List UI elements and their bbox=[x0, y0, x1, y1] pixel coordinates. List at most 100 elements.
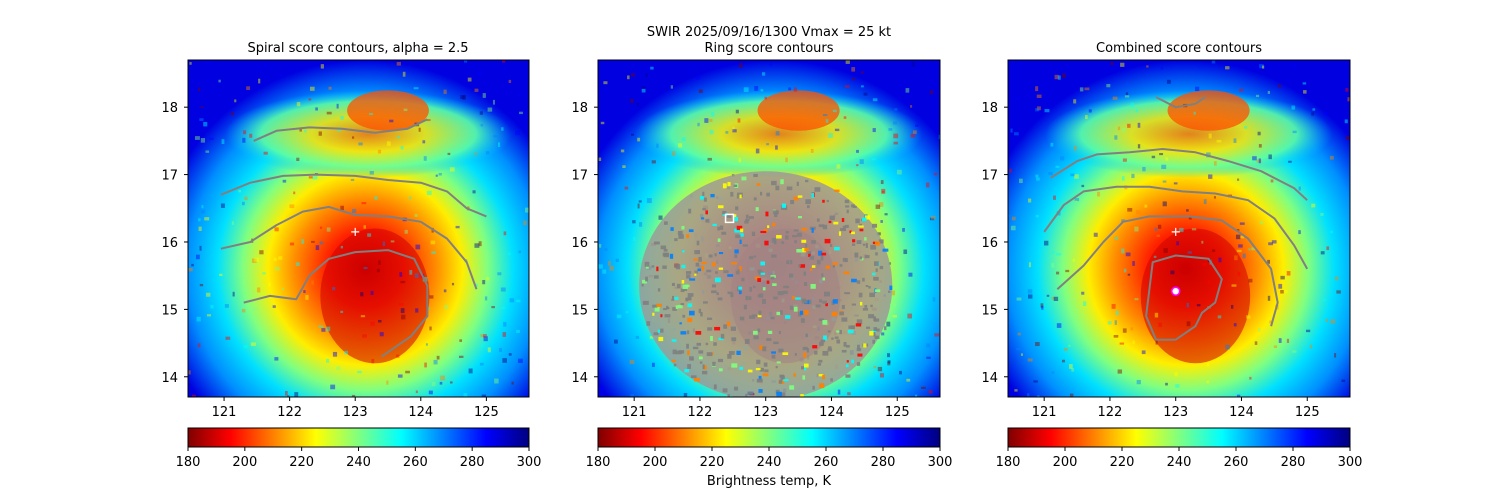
ring-contour bbox=[773, 296, 778, 300]
colorbar-tick-label: 260 bbox=[1224, 455, 1249, 470]
ring-contour bbox=[705, 219, 709, 223]
pixel bbox=[440, 375, 446, 381]
ring-contour bbox=[686, 330, 690, 335]
y-tick-label: 17 bbox=[161, 169, 178, 184]
pixel bbox=[1036, 177, 1040, 181]
pixel bbox=[484, 296, 488, 301]
ring-contour bbox=[844, 224, 849, 228]
ring-contour bbox=[672, 349, 677, 355]
ring-contour bbox=[710, 193, 715, 198]
ring-contour bbox=[801, 366, 805, 370]
pixel bbox=[1271, 240, 1277, 244]
pixel bbox=[633, 236, 636, 241]
ring-contour bbox=[794, 240, 797, 244]
ring-contour bbox=[771, 222, 776, 227]
ring-contour bbox=[708, 254, 713, 258]
pixel bbox=[188, 267, 193, 272]
pixel bbox=[1113, 335, 1119, 338]
ring-contour bbox=[671, 339, 677, 342]
pixel bbox=[876, 232, 881, 236]
pixel bbox=[1123, 268, 1127, 273]
pixel bbox=[1112, 96, 1118, 100]
pixel bbox=[332, 162, 338, 165]
ring-contour bbox=[811, 192, 815, 198]
ring-contour bbox=[783, 379, 789, 382]
ring-contour bbox=[865, 285, 869, 288]
pixel bbox=[503, 68, 507, 71]
pixel bbox=[1173, 182, 1178, 185]
pixel bbox=[318, 325, 324, 328]
pixel bbox=[1122, 128, 1126, 133]
ring-contour bbox=[753, 197, 757, 201]
ring-contour bbox=[859, 223, 862, 227]
pixel bbox=[1069, 364, 1073, 369]
pixel bbox=[1237, 271, 1241, 277]
pixel bbox=[905, 88, 910, 93]
pixel bbox=[625, 311, 629, 314]
pixel bbox=[280, 73, 284, 78]
ring-contour bbox=[730, 326, 736, 331]
ring-contour bbox=[843, 271, 850, 275]
pixel bbox=[1280, 289, 1284, 294]
ring-contour bbox=[678, 234, 684, 239]
ring-contour bbox=[828, 220, 832, 224]
pixel bbox=[360, 292, 364, 297]
ring-contour bbox=[759, 400, 764, 403]
ring-contour bbox=[852, 239, 856, 243]
pixel bbox=[886, 321, 891, 327]
ring-contour bbox=[766, 338, 772, 341]
pixel bbox=[1056, 252, 1062, 256]
pixel bbox=[856, 149, 859, 153]
pixel bbox=[205, 292, 211, 297]
cloud-cell bbox=[757, 90, 840, 131]
pixel bbox=[405, 370, 410, 374]
ring-contour bbox=[727, 214, 732, 218]
pixel bbox=[225, 336, 231, 340]
pixel bbox=[1041, 305, 1044, 310]
ring-contour bbox=[701, 265, 705, 271]
ring-contour bbox=[664, 314, 671, 318]
pixel bbox=[1061, 73, 1066, 79]
pixel bbox=[766, 143, 769, 146]
pixel bbox=[1052, 251, 1055, 254]
ring-contour bbox=[856, 348, 862, 352]
pixel bbox=[1311, 112, 1315, 116]
pixel bbox=[635, 335, 640, 339]
pixel bbox=[1213, 196, 1216, 199]
ring-contour bbox=[748, 296, 752, 301]
ring-contour bbox=[805, 179, 809, 183]
ring-contour bbox=[731, 262, 737, 265]
y-tick-label: 16 bbox=[571, 236, 588, 251]
ring-contour bbox=[773, 239, 777, 245]
ring-contour bbox=[799, 264, 806, 268]
pixel bbox=[436, 355, 440, 360]
pixel bbox=[246, 86, 251, 90]
ring-contour bbox=[809, 255, 815, 260]
ring-contour bbox=[869, 331, 874, 336]
pixel bbox=[932, 297, 936, 302]
pixel bbox=[1233, 138, 1237, 143]
pixel bbox=[336, 366, 341, 370]
ring-contour bbox=[852, 243, 856, 246]
pixel bbox=[732, 126, 735, 131]
pixel bbox=[1326, 246, 1330, 251]
ring-contour bbox=[855, 218, 860, 224]
pixel bbox=[1035, 214, 1039, 218]
pixel bbox=[1311, 203, 1316, 208]
pixel bbox=[351, 394, 356, 397]
pixel bbox=[599, 385, 604, 391]
pixel bbox=[1325, 318, 1329, 322]
ring-contour bbox=[776, 399, 780, 404]
pixel bbox=[764, 96, 767, 100]
pixel bbox=[887, 361, 891, 366]
colorbar-gradient bbox=[1007, 427, 1351, 448]
pixel bbox=[188, 370, 191, 375]
ring-contour bbox=[722, 210, 727, 215]
ring-contour bbox=[757, 314, 762, 318]
pixel bbox=[915, 394, 918, 397]
pixel bbox=[1068, 344, 1071, 347]
pixel bbox=[294, 392, 299, 397]
pixel bbox=[1286, 338, 1290, 343]
pixel bbox=[438, 172, 442, 176]
ring-contour bbox=[771, 237, 776, 243]
